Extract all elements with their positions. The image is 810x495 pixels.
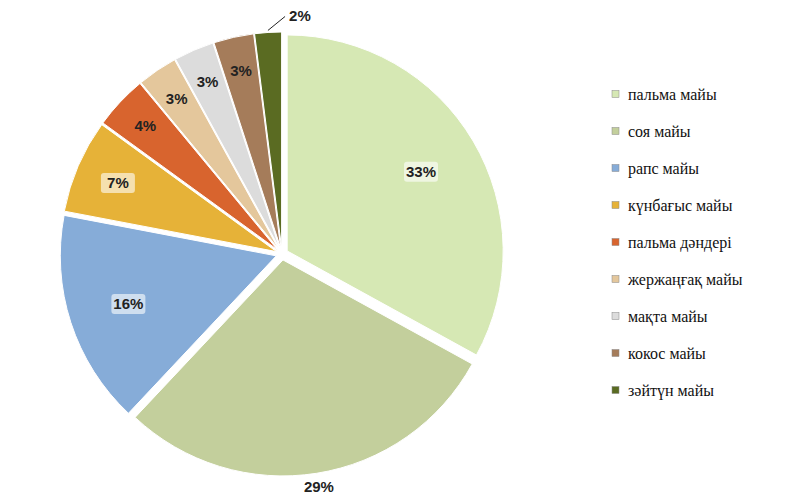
legend-swatch	[612, 91, 619, 98]
legend-label: жержаңғақ майы	[627, 271, 743, 289]
legend-label: пальма майы	[628, 86, 717, 103]
legend-label: рапс майы	[628, 160, 699, 178]
legend-swatch	[612, 202, 619, 209]
slice	[255, 32, 282, 248]
legend-swatch	[612, 387, 619, 394]
label-patch	[101, 173, 135, 193]
legend-label: күнбағыс майы	[628, 197, 733, 215]
legend-swatch	[612, 276, 619, 283]
legend-swatch	[612, 313, 619, 320]
slices	[60, 32, 503, 476]
legend-swatch	[612, 350, 619, 357]
legend-label: мақта майы	[628, 308, 708, 326]
legend: пальма майы соя майы рапс майы күнбағыс май…	[612, 86, 743, 400]
leader-line	[268, 16, 285, 30]
label-patch	[111, 294, 145, 314]
data-label: 3%	[230, 62, 252, 79]
legend-swatch	[612, 239, 619, 246]
legend-label: пальма дәндері	[628, 234, 732, 252]
legend-swatch	[612, 165, 619, 172]
data-label: 7%	[107, 174, 129, 191]
data-label: 16%	[113, 295, 143, 312]
label-patch	[404, 162, 438, 182]
data-label: 3%	[197, 73, 219, 90]
data-labels: 33% 29% 16% 7% 4% 3% 3% 3% 2%	[101, 7, 438, 495]
data-label: 29%	[304, 478, 334, 495]
legend-label: зәйтүн майы	[628, 382, 714, 400]
legend-label: соя майы	[628, 123, 691, 140]
legend-swatch	[612, 128, 619, 135]
data-label: 33%	[406, 163, 436, 180]
data-label: 3%	[166, 90, 188, 107]
legend-label: кокос майы	[628, 345, 706, 362]
data-label: 2%	[289, 7, 311, 24]
chart: 33% 29% 16% 7% 4% 3% 3% 3% 2% пальма майы соя майы…	[0, 0, 810, 495]
data-label: 4%	[135, 117, 157, 134]
